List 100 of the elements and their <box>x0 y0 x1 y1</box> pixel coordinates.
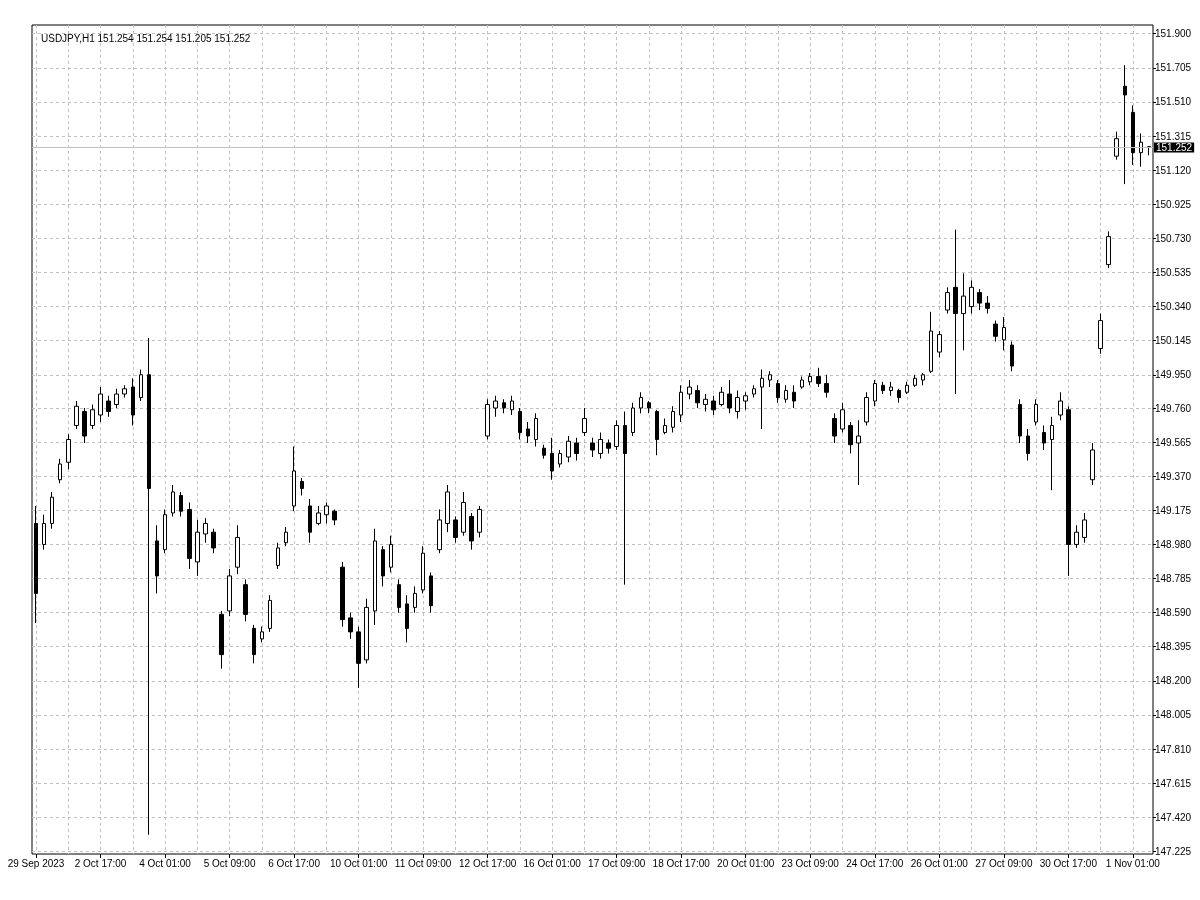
x-tick-label: 20 Oct 01:00 <box>717 857 775 869</box>
candlestick <box>937 330 942 358</box>
candlestick <box>260 626 264 643</box>
candlestick <box>816 367 821 388</box>
candlestick <box>985 295 990 315</box>
candlestick <box>1131 104 1135 166</box>
y-tick-label: 147.420 <box>1155 811 1192 823</box>
x-tick-label: 18 Oct 17:00 <box>652 857 711 869</box>
candlestick <box>397 578 401 614</box>
candlestick <box>897 388 901 404</box>
y-tick-label: 151.315 <box>1155 130 1192 142</box>
candlestick <box>42 514 46 551</box>
x-tick-label: 11 Oct 09:00 <box>394 857 452 869</box>
candlestick <box>163 508 167 554</box>
candlestick <box>211 528 216 554</box>
candlestick <box>614 419 619 451</box>
candlestick <box>477 505 482 538</box>
candlestick <box>1026 428 1030 461</box>
candlestick <box>1058 391 1063 421</box>
candlestick <box>598 432 603 460</box>
candlestick <box>316 505 321 526</box>
y-tick-label: 147.810 <box>1155 743 1192 755</box>
candlestick <box>542 444 546 460</box>
candlestick <box>1123 64 1127 185</box>
candlestick <box>1042 425 1046 451</box>
candlestick <box>413 585 417 614</box>
x-tick-label: 27 Oct 09:00 <box>975 857 1033 869</box>
candlestick <box>219 610 224 670</box>
candlestick <box>187 501 192 570</box>
candlestick <box>421 545 425 594</box>
x-tick-label: 4 Oct 01:00 <box>139 857 192 869</box>
candlestick <box>631 402 635 437</box>
candlestick <box>969 279 974 315</box>
candlestick <box>881 381 885 395</box>
candlestick <box>114 388 119 409</box>
candlestick <box>1139 132 1143 168</box>
candlestick <box>235 524 240 575</box>
candlestick <box>655 409 659 456</box>
candlestick <box>623 411 627 586</box>
candlestick <box>147 337 151 836</box>
candlestick <box>292 446 296 512</box>
candlestick <box>348 612 353 640</box>
candlestick <box>373 528 377 626</box>
x-tick-label: 17 Oct 09:00 <box>588 857 646 869</box>
x-tick-label: 30 Oct 17:00 <box>1039 857 1098 869</box>
candlestick <box>1002 316 1006 351</box>
candlestick <box>768 370 772 388</box>
candlestick <box>534 412 538 447</box>
candlestick <box>776 379 780 404</box>
candlestick <box>518 407 522 440</box>
candlestick <box>1034 398 1038 427</box>
candlestick <box>34 505 38 624</box>
y-tick-label: 148.590 <box>1155 607 1192 619</box>
candlestick <box>913 374 917 388</box>
x-tick-label: 5 Oct 09:00 <box>203 857 256 869</box>
candlestick <box>679 384 683 423</box>
candlestick <box>469 512 474 551</box>
x-tick-label: 26 Oct 01:00 <box>910 857 969 869</box>
y-tick-label: 147.615 <box>1155 777 1192 789</box>
x-tick-label: 12 Oct 17:00 <box>459 857 517 869</box>
candlestick <box>405 594 409 643</box>
ref-line-label: 151.252 <box>1156 141 1193 153</box>
candlestick <box>840 402 845 433</box>
candlestick <box>437 508 442 554</box>
x-tick-label: 10 Oct 01:00 <box>329 857 388 869</box>
y-tick-label: 150.730 <box>1155 232 1192 244</box>
y-tick-label: 149.565 <box>1155 436 1192 448</box>
x-tick-label: 1 Nov 01:00 <box>1105 857 1161 869</box>
candlestick <box>945 286 950 315</box>
y-tick-label: 149.175 <box>1155 504 1192 516</box>
x-tick-label: 29 Sep 2023 <box>7 857 65 869</box>
candlestick <box>792 384 796 409</box>
candlestick <box>203 517 208 544</box>
candlestick <box>550 437 554 481</box>
candlestick <box>122 384 127 399</box>
candlestick <box>98 386 103 423</box>
candlestick <box>461 491 466 537</box>
x-tick-label: 24 Oct 17:00 <box>846 857 904 869</box>
y-tick-label: 151.900 <box>1155 28 1192 40</box>
text: USDJPY,H1 151.254 151.254 151.205 151.252 <box>41 32 251 44</box>
candlestick <box>590 437 595 458</box>
candlestick <box>276 542 280 570</box>
candlestick <box>727 379 732 414</box>
x-tick-label: 16 Oct 01:00 <box>523 857 582 869</box>
candlestick <box>873 379 877 407</box>
candlestick <box>961 272 966 351</box>
candlestick <box>663 418 667 435</box>
candlestick <box>493 395 498 418</box>
candlestick <box>760 369 764 430</box>
candlestick <box>921 372 925 386</box>
candlestick <box>179 491 183 517</box>
candlestick <box>808 372 812 386</box>
y-tick-label: 150.925 <box>1155 198 1192 210</box>
candlestick <box>1082 512 1087 544</box>
candlestick <box>252 624 256 664</box>
candlestick <box>566 435 571 463</box>
candlestick <box>381 545 385 587</box>
candlestick <box>227 568 232 617</box>
candlestick <box>66 433 71 470</box>
candlestick <box>1106 230 1111 269</box>
